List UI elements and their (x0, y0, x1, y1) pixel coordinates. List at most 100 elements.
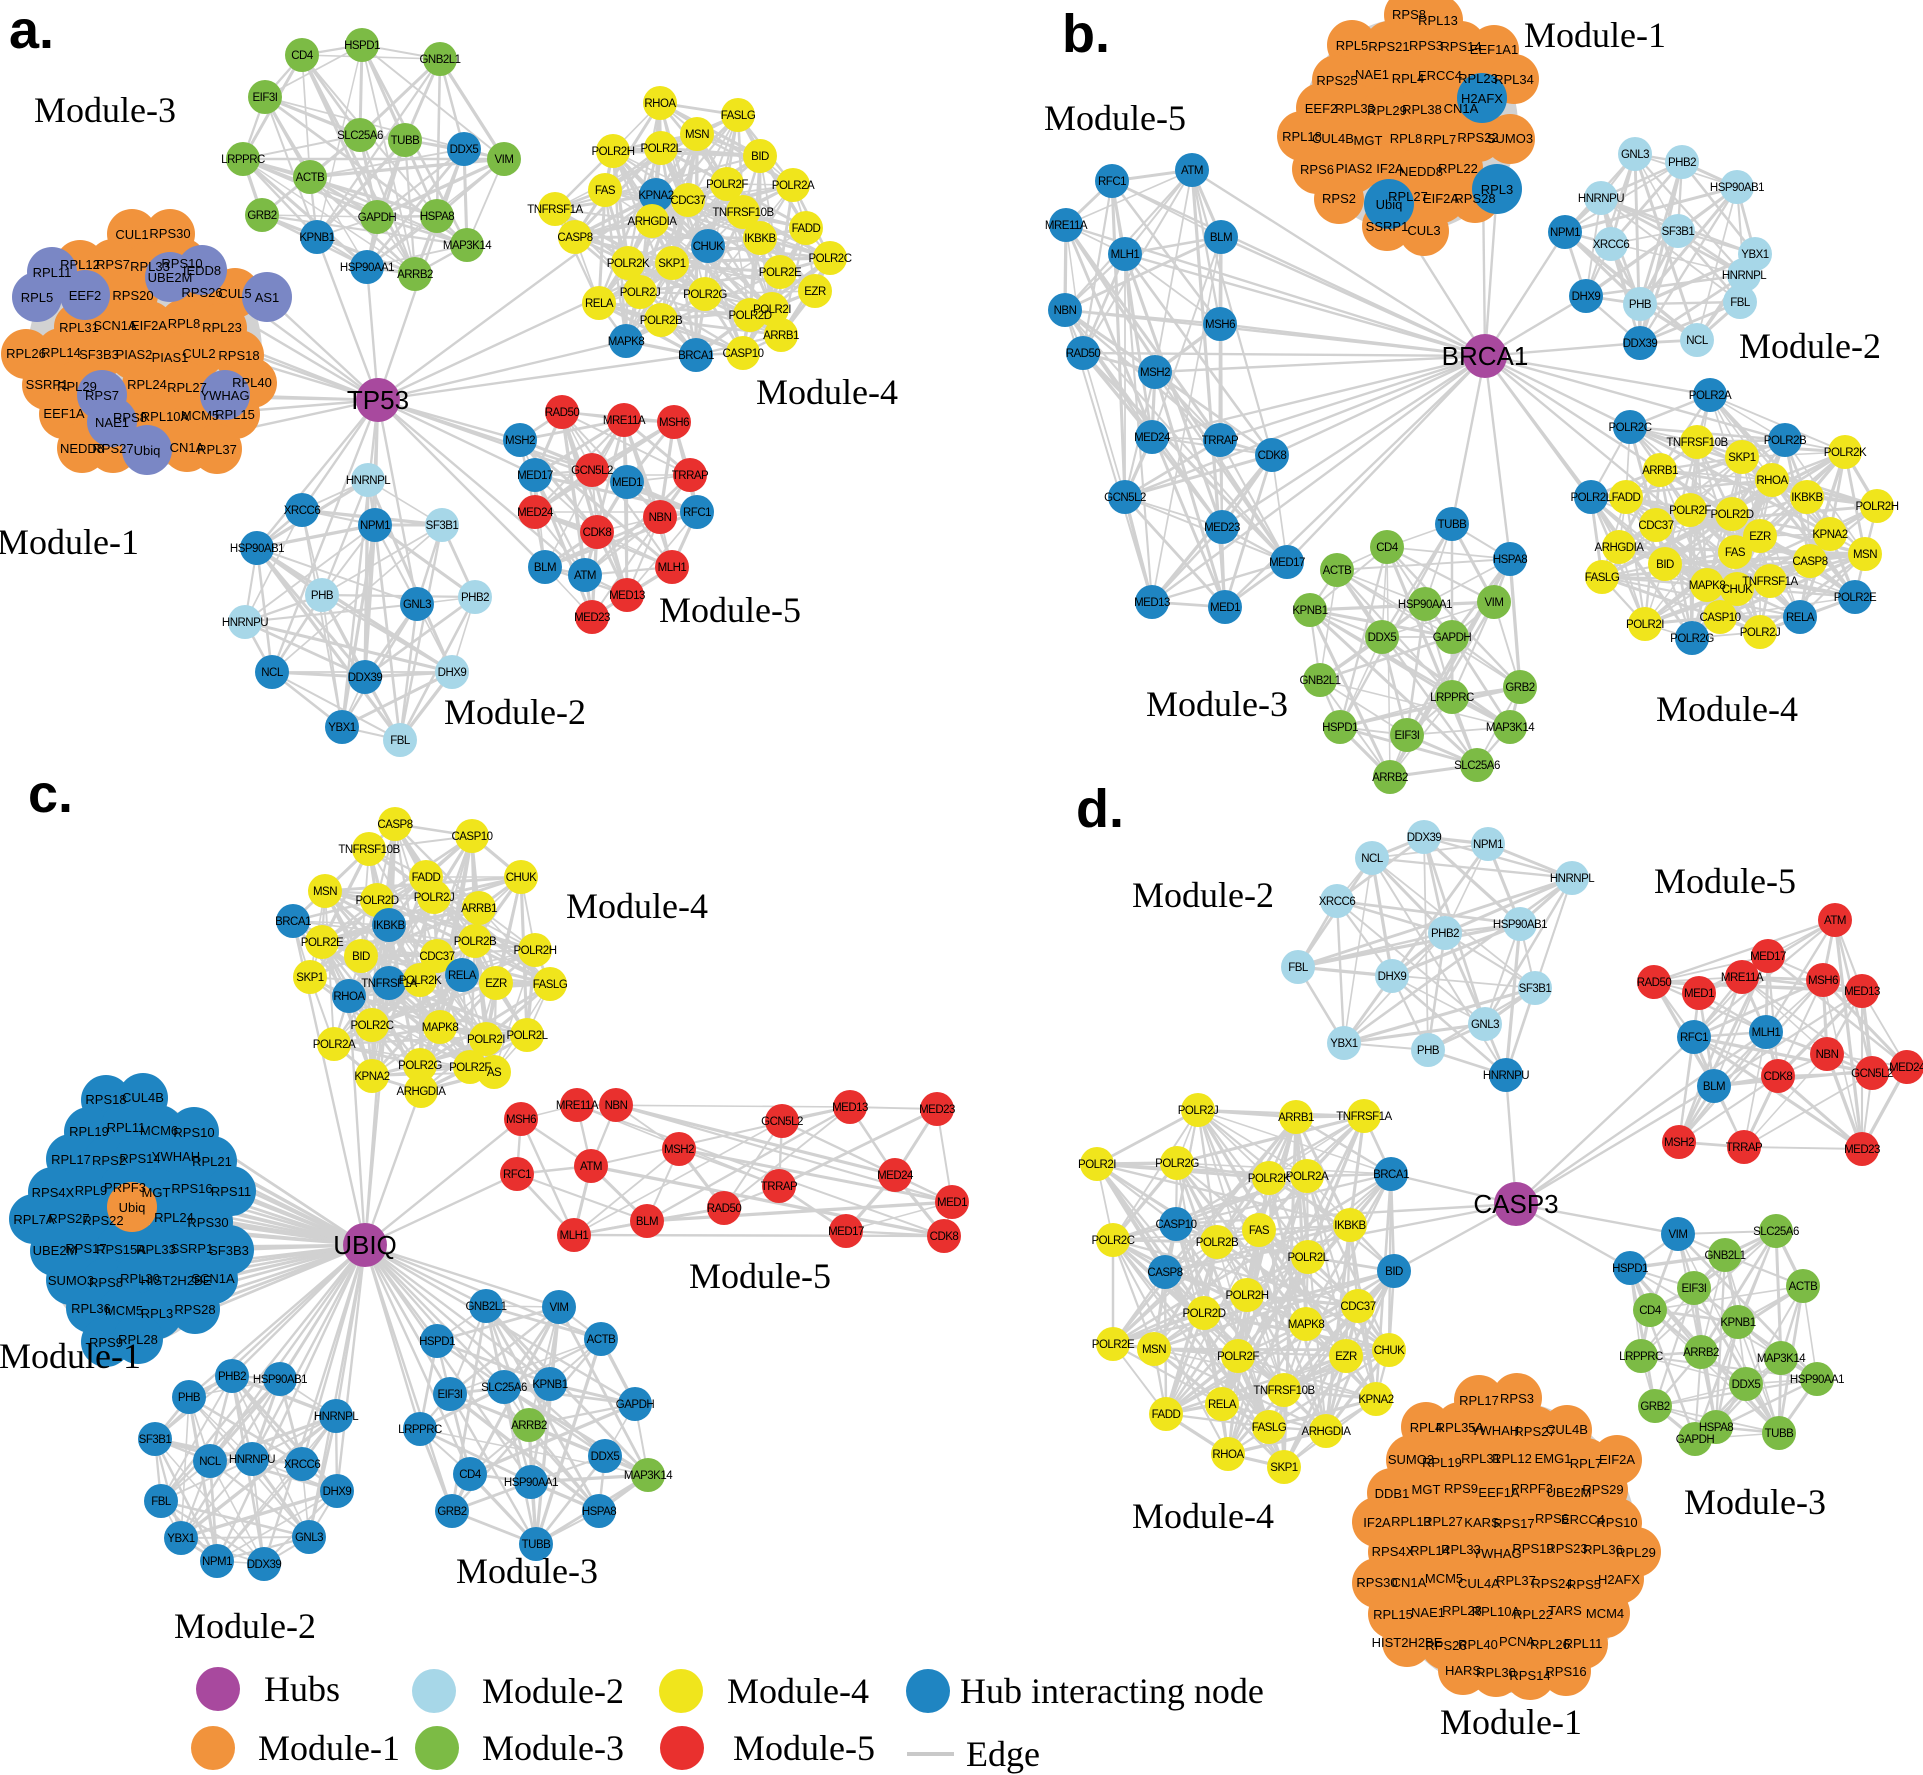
svg-text:MED24: MED24 (877, 1170, 914, 1182)
svg-text:UBIQ: UBIQ (333, 1230, 397, 1260)
svg-text:GAPDH: GAPDH (1433, 632, 1472, 644)
svg-text:MAPK8: MAPK8 (1689, 580, 1726, 592)
svg-text:NPM1: NPM1 (1550, 227, 1580, 239)
svg-text:RPS14: RPS14 (1440, 39, 1481, 54)
svg-text:MCM5: MCM5 (181, 408, 219, 423)
svg-text:HNRNPU: HNRNPU (1578, 193, 1624, 205)
svg-text:CASP3: CASP3 (1473, 1189, 1558, 1219)
svg-text:PHB: PHB (1417, 1045, 1440, 1057)
svg-text:ATM: ATM (580, 1161, 602, 1173)
svg-text:RPL29: RPL29 (1616, 1545, 1656, 1560)
svg-text:Module-4: Module-4 (727, 1671, 869, 1711)
svg-text:CUL2: CUL2 (182, 346, 215, 361)
svg-text:c.: c. (28, 764, 73, 824)
svg-text:POLR2G: POLR2G (1155, 1158, 1199, 1170)
svg-text:RPS11: RPS11 (211, 1184, 251, 1199)
svg-text:EZR: EZR (1749, 531, 1771, 543)
svg-text:ACTB: ACTB (1789, 1281, 1819, 1293)
svg-text:RPS8: RPS8 (113, 410, 147, 425)
svg-text:Module-2: Module-2 (1739, 326, 1881, 366)
svg-text:UBE2M: UBE2M (33, 1243, 78, 1258)
svg-text:RPL36: RPL36 (71, 1301, 111, 1316)
svg-text:EMG1: EMG1 (1535, 1451, 1572, 1466)
svg-text:MSH2: MSH2 (664, 1144, 694, 1156)
svg-text:EIF3I: EIF3I (1395, 730, 1420, 742)
svg-text:YBX1: YBX1 (1330, 1038, 1358, 1050)
svg-text:RPS7: RPS7 (96, 257, 130, 272)
svg-text:RPL40: RPL40 (232, 375, 272, 390)
svg-text:ERCC4: ERCC4 (1418, 68, 1462, 83)
svg-text:CDC37: CDC37 (670, 195, 705, 207)
svg-text:CHUK: CHUK (1374, 1345, 1405, 1357)
svg-text:RFC1: RFC1 (1680, 1032, 1708, 1044)
svg-text:PHB2: PHB2 (218, 1371, 246, 1383)
svg-text:MCM4: MCM4 (1586, 1606, 1624, 1621)
svg-text:CDC37: CDC37 (1638, 520, 1673, 532)
svg-text:MRE11A: MRE11A (556, 1100, 599, 1112)
svg-text:CUL4B: CUL4B (1546, 1422, 1588, 1437)
svg-text:EEF1A: EEF1A (43, 406, 85, 421)
svg-text:POLR2F: POLR2F (1669, 505, 1711, 517)
svg-text:NCL: NCL (1361, 853, 1384, 865)
svg-text:RPL15: RPL15 (215, 407, 255, 422)
svg-text:Module-5: Module-5 (1044, 98, 1186, 138)
svg-text:LRPPRC: LRPPRC (398, 1424, 442, 1436)
svg-text:HSPA8: HSPA8 (1493, 554, 1527, 566)
svg-text:POLR2L: POLR2L (1287, 1252, 1329, 1264)
svg-text:FADD: FADD (792, 223, 821, 235)
svg-text:GCN5L2: GCN5L2 (571, 465, 613, 477)
svg-text:POLR2C: POLR2C (1608, 422, 1651, 434)
svg-text:RPL30: RPL30 (120, 1271, 160, 1286)
svg-text:Module-1: Module-1 (0, 522, 139, 562)
svg-text:MSH2: MSH2 (1664, 1137, 1694, 1149)
svg-text:POLR2J: POLR2J (414, 892, 454, 904)
svg-text:CUL4B: CUL4B (1312, 131, 1354, 146)
svg-text:KPNB1: KPNB1 (1720, 1317, 1755, 1329)
svg-text:ATM: ATM (574, 570, 596, 582)
svg-text:MLH1: MLH1 (658, 562, 687, 574)
svg-text:HSPD1: HSPD1 (1612, 1263, 1648, 1275)
svg-text:EIF3I: EIF3I (1682, 1283, 1707, 1295)
svg-text:FAS: FAS (1249, 1225, 1270, 1237)
svg-text:CD4: CD4 (291, 50, 314, 62)
svg-text:DHX9: DHX9 (1572, 291, 1601, 303)
svg-text:LRPPRC: LRPPRC (1430, 692, 1474, 704)
svg-text:RELA: RELA (1786, 612, 1815, 624)
svg-text:SLC25A6: SLC25A6 (337, 130, 383, 142)
svg-text:KPNB1: KPNB1 (299, 232, 334, 244)
svg-text:RPS8: RPS8 (89, 1275, 123, 1290)
svg-text:RPL24: RPL24 (154, 1210, 194, 1225)
svg-text:EZR: EZR (485, 978, 507, 990)
svg-text:CUL3: CUL3 (1407, 223, 1440, 238)
svg-text:GAPDH: GAPDH (358, 212, 397, 224)
svg-text:TNFRSF1A: TNFRSF1A (361, 978, 417, 990)
svg-text:DHX9: DHX9 (323, 1486, 352, 1498)
svg-text:SCN1A: SCN1A (191, 1271, 235, 1286)
svg-text:DHX9: DHX9 (1378, 971, 1407, 983)
svg-text:BRCA1: BRCA1 (275, 916, 311, 928)
svg-text:IKBKB: IKBKB (1334, 1220, 1366, 1232)
svg-text:MGT: MGT (1412, 1482, 1441, 1497)
svg-text:CD4: CD4 (1376, 542, 1399, 554)
svg-text:GNB2L1: GNB2L1 (1704, 1250, 1745, 1262)
svg-text:ACTB: ACTB (1323, 565, 1353, 577)
svg-text:RPL35A: RPL35A (1436, 1420, 1485, 1435)
svg-text:Module-2: Module-2 (1132, 875, 1274, 915)
svg-text:RPL13: RPL13 (1418, 13, 1458, 28)
svg-text:GCN5L2: GCN5L2 (1104, 492, 1146, 504)
svg-text:POLR2L: POLR2L (506, 1030, 548, 1042)
svg-text:SF3B3: SF3B3 (209, 1243, 249, 1258)
svg-text:RPS28: RPS28 (1454, 191, 1495, 206)
svg-text:RFC1: RFC1 (1098, 176, 1126, 188)
svg-text:MCM5: MCM5 (1425, 1571, 1463, 1586)
svg-text:CUL5: CUL5 (218, 286, 251, 301)
svg-text:NCL: NCL (261, 667, 284, 679)
svg-text:Module-3: Module-3 (1684, 1482, 1826, 1522)
svg-text:RPL7A: RPL7A (13, 1212, 55, 1227)
svg-text:IKBKB: IKBKB (373, 920, 405, 932)
svg-text:ARRB2: ARRB2 (1683, 1347, 1719, 1359)
svg-text:MAP3K14: MAP3K14 (624, 1470, 673, 1482)
svg-text:HSP90AA1: HSP90AA1 (1398, 599, 1452, 611)
svg-text:ARRB2: ARRB2 (1372, 772, 1408, 784)
svg-text:MRE11A: MRE11A (1045, 220, 1088, 232)
